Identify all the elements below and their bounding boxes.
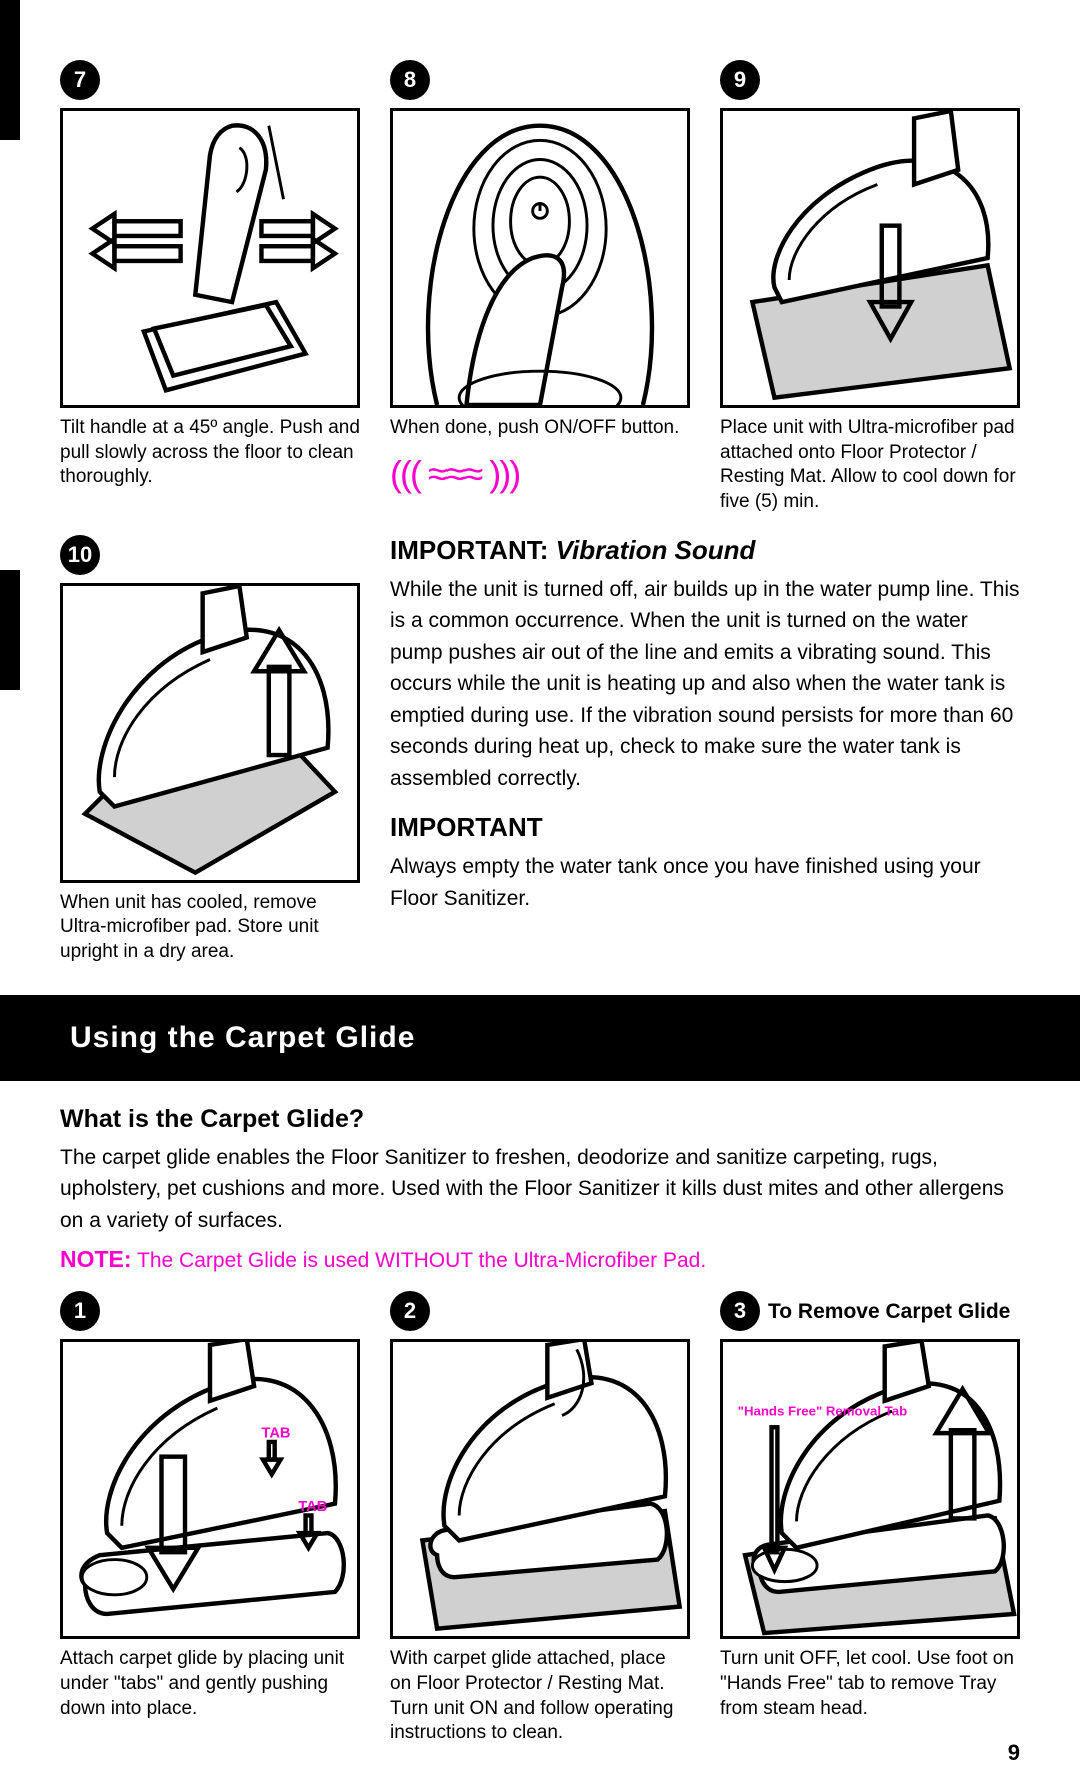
carpet-caption-2: With carpet glide attached, place on Flo…: [390, 1647, 690, 1746]
caption-10: When unit has cooled, remove Ultra-micro…: [60, 891, 360, 965]
carpet-body: The carpet glide enables the Floor Sanit…: [60, 1142, 1020, 1237]
important-subheading: Vibration Sound: [556, 535, 756, 565]
important-text-block: IMPORTANT: Vibration Sound While the uni…: [390, 535, 1020, 965]
carpet-glide-section: What is the Carpet Glide? The carpet gli…: [60, 1105, 1020, 1746]
note-label: NOTE:: [60, 1246, 132, 1272]
important-heading-1: IMPORTANT: Vibration Sound: [390, 535, 1020, 566]
important-body-2: Always empty the water tank once you hav…: [390, 851, 1020, 914]
carpet-caption-1: Attach carpet glide by placing unit unde…: [60, 1647, 360, 1721]
step-8: 8 When done, push ON/OFF button. ((( ≈≈≈…: [390, 60, 690, 515]
svg-text:TAB: TAB: [261, 1426, 290, 1442]
carpet-step-2: 2 With carpet glide attached, place on F…: [390, 1291, 690, 1746]
carpet-step-3: 3 To Remove Carpet Glide "Hands Free" Re…: [720, 1291, 1020, 1746]
edge-tab-mid: [0, 570, 20, 690]
top-steps-row: 7: [60, 60, 1020, 515]
note-text: The Carpet Glide is used WITHOUT the Ult…: [137, 1249, 706, 1272]
caption-9: Place unit with Ultra-microfiber pad att…: [720, 416, 1020, 515]
carpet-steps-row: 1 TAB TAB: [60, 1291, 1020, 1746]
caption-8: When done, push ON/OFF button.: [390, 416, 690, 441]
step-badge-10: 10: [60, 535, 100, 575]
step-badge-7: 7: [60, 60, 100, 100]
carpet-badge-3: 3: [720, 1291, 760, 1331]
section-bar-carpet-glide: Using the Carpet Glide: [0, 995, 1080, 1081]
edge-tab-top: [0, 0, 20, 140]
figure-9: [720, 108, 1020, 408]
important-body-1: While the unit is turned off, air builds…: [390, 574, 1020, 795]
carpet-caption-3: Turn unit OFF, let cool. Use foot on "Ha…: [720, 1647, 1020, 1721]
carpet-step3-title: To Remove Carpet Glide: [768, 1300, 1010, 1323]
carpet-note: NOTE: The Carpet Glide is used WITHOUT t…: [60, 1246, 1020, 1273]
step-7: 7: [60, 60, 360, 515]
important-heading-2: IMPORTANT: [390, 812, 1020, 843]
important-row: 10 When unit has cooled, remove Ultra-mi…: [60, 535, 1020, 965]
carpet-heading: What is the Carpet Glide?: [60, 1105, 1020, 1134]
figure-8: [390, 108, 690, 408]
carpet-step-1: 1 TAB TAB: [60, 1291, 360, 1746]
svg-text:TAB: TAB: [298, 1499, 327, 1515]
figure-7: [60, 108, 360, 408]
step-9: 9 Place unit with Ultra-microfiber pad a…: [720, 60, 1020, 515]
carpet-figure-1: TAB TAB: [60, 1339, 360, 1639]
figure-10: [60, 583, 360, 883]
step-badge-8: 8: [390, 60, 430, 100]
carpet-badge-2: 2: [390, 1291, 430, 1331]
page-number: 9: [1008, 1740, 1020, 1766]
important-label: IMPORTANT:: [390, 535, 548, 565]
carpet-figure-3: "Hands Free" Removal Tab: [720, 1339, 1020, 1639]
step-10: 10 When unit has cooled, remove Ultra-mi…: [60, 535, 360, 965]
caption-7: Tilt handle at a 45º angle. Push and pul…: [60, 416, 360, 490]
step-badge-9: 9: [720, 60, 760, 100]
vibration-icon: ((( ≈≈≈ ))): [390, 453, 690, 495]
carpet-figure-2: [390, 1339, 690, 1639]
carpet-badge-1: 1: [60, 1291, 100, 1331]
svg-text:"Hands Free" Removal Tab: "Hands Free" Removal Tab: [738, 1404, 908, 1419]
